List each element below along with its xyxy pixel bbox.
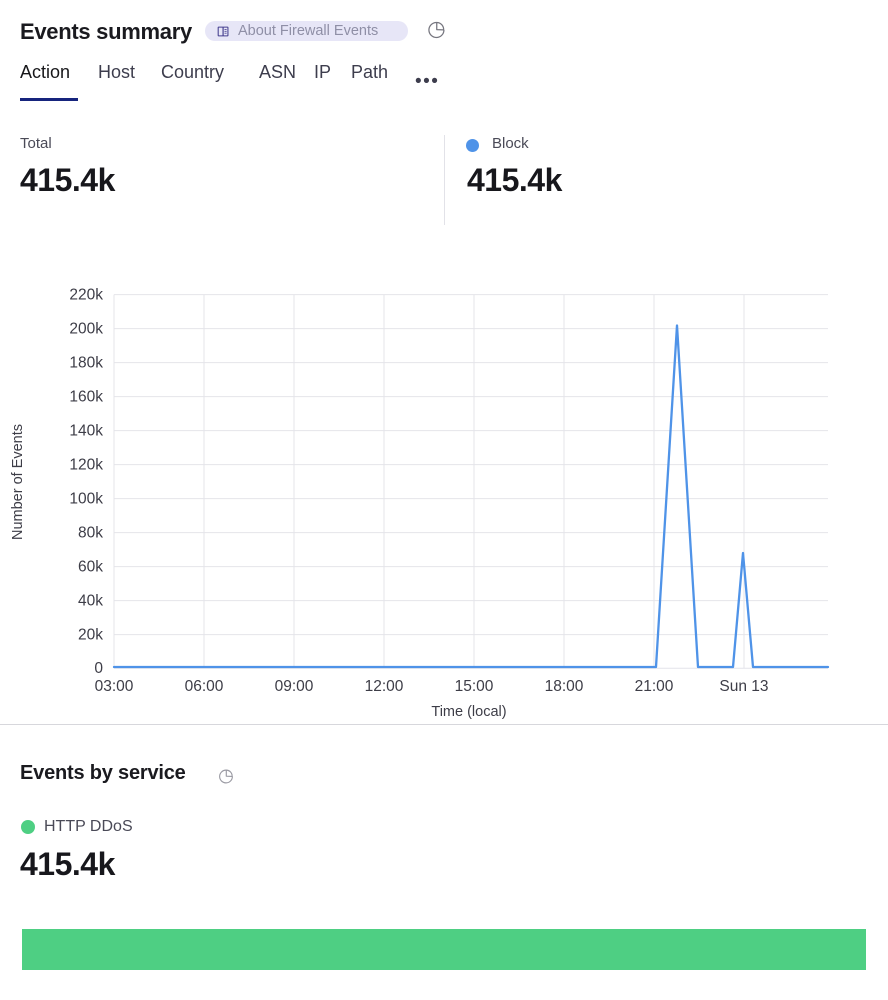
svg-text:140k: 140k: [69, 423, 103, 440]
svg-text:09:00: 09:00: [275, 678, 314, 695]
svg-text:12:00: 12:00: [365, 678, 404, 695]
svg-text:100k: 100k: [69, 491, 103, 508]
svg-text:0: 0: [94, 660, 103, 677]
svg-text:03:00: 03:00: [95, 678, 134, 695]
svg-text:06:00: 06:00: [185, 678, 224, 695]
svg-text:60k: 60k: [78, 559, 103, 576]
svg-text:Number of Events: Number of Events: [10, 424, 26, 540]
svg-text:18:00: 18:00: [545, 678, 584, 695]
svg-text:40k: 40k: [78, 593, 103, 610]
svg-text:220k: 220k: [69, 287, 103, 304]
svg-text:120k: 120k: [69, 457, 103, 474]
svg-text:Sun 13: Sun 13: [719, 678, 768, 695]
svg-text:200k: 200k: [69, 321, 103, 338]
svg-text:Time (local): Time (local): [431, 704, 506, 720]
svg-text:21:00: 21:00: [635, 678, 674, 695]
svg-text:80k: 80k: [78, 525, 103, 542]
svg-text:180k: 180k: [69, 355, 103, 372]
svg-text:160k: 160k: [69, 389, 103, 406]
svg-text:20k: 20k: [78, 627, 103, 644]
svg-text:15:00: 15:00: [455, 678, 494, 695]
